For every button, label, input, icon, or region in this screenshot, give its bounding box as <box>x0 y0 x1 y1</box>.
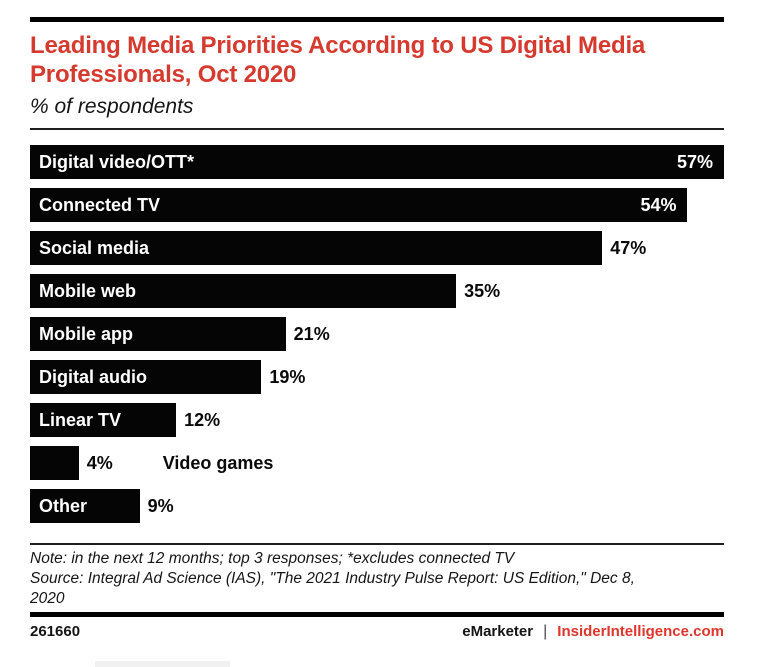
bar-value-label: 12% <box>184 409 221 430</box>
bar-value-label: 19% <box>269 366 306 387</box>
bar-row: Mobile app 21% <box>30 317 724 351</box>
bar <box>30 446 79 480</box>
chart-id: 261660 <box>30 623 81 640</box>
bar-category-label: Mobile app <box>39 323 133 344</box>
bar-category-label: Digital video/OTT* <box>39 151 195 172</box>
bar-row: Connected TV 54% <box>30 188 724 222</box>
header-divider <box>30 128 724 130</box>
brand-separator: | <box>543 623 548 640</box>
footer-bar: 261660 eMarketer | InsiderIntelligence.c… <box>30 623 724 641</box>
bar-value-label: 9% <box>147 495 174 516</box>
bar-category-label: Mobile web <box>39 280 137 301</box>
bottom-edge-artifact <box>95 661 230 667</box>
bar-value-label: 57% <box>676 151 713 172</box>
bar-value-label: 47% <box>610 237 647 258</box>
top-rule <box>30 17 724 22</box>
bar-row: Social media 47% <box>30 231 724 265</box>
bar-chart: Digital video/OTT* 57% Connected TV 54% Soci… <box>30 145 724 523</box>
bar: Linear TV <box>30 403 177 437</box>
bar: Digital video/OTT* 57% <box>30 145 724 179</box>
bar: Other <box>30 489 140 523</box>
bar: Mobile app <box>30 317 286 351</box>
bar-row: Linear TV 12% <box>30 403 724 437</box>
chart-card: Leading Media Priorities According to US… <box>0 17 724 641</box>
note-source-block: Note: in the next 12 months; top 3 respo… <box>30 549 724 609</box>
bar-row: 4% Video games <box>30 446 724 480</box>
bar: Connected TV 54% <box>30 188 688 222</box>
bar-category-label: Linear TV <box>39 409 122 430</box>
footer-divider <box>30 612 724 617</box>
bar-category-label: Connected TV <box>39 194 161 215</box>
bar: Mobile web <box>30 274 457 308</box>
source-line: Source: Integral Ad Science (IAS), "The … <box>30 570 635 587</box>
bar-value-label: 35% <box>464 280 501 301</box>
bar-category-label: Social media <box>39 237 150 258</box>
bar-row: Digital video/OTT* 57% <box>30 145 724 179</box>
note-line: Note: in the next 12 months; top 3 respo… <box>30 550 515 567</box>
chart-subtitle: % of respondents <box>30 95 194 118</box>
bar: Social media <box>30 231 603 265</box>
bar-row: Digital audio 19% <box>30 360 724 394</box>
bar-value-label: 21% <box>293 323 330 344</box>
brand-emarketer: eMarketer <box>462 623 534 640</box>
insider-intelligence-link[interactable]: InsiderIntelligence.com <box>557 623 724 640</box>
chart-title: Leading Media Priorities According to US… <box>30 32 646 88</box>
chart-bottom-divider <box>30 543 724 545</box>
brand-group: eMarketer | InsiderIntelligence.com <box>462 623 724 641</box>
bar-category-label: Video games <box>162 452 274 473</box>
bar-row: Mobile web 35% <box>30 274 724 308</box>
source-line: 2020 <box>30 590 65 607</box>
bar: Digital audio <box>30 360 262 394</box>
bar-value-label: 54% <box>640 194 677 215</box>
bar-category-label: Other <box>39 495 88 516</box>
bar-row: Other 9% <box>30 489 724 523</box>
bar-value-label: 4% <box>86 452 113 473</box>
bar-category-label: Digital audio <box>39 366 147 387</box>
